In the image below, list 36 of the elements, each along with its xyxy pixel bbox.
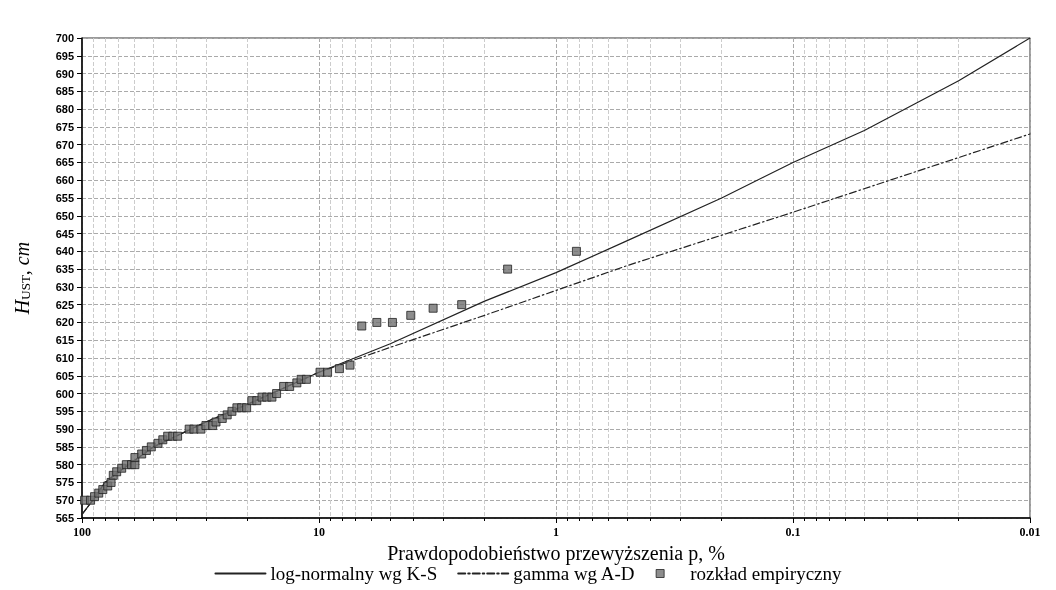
y-tick-label: 580 <box>55 458 74 471</box>
y-tick-label: 600 <box>55 387 74 400</box>
y-tick-label: 640 <box>55 245 74 258</box>
y-tick-label: 630 <box>55 280 74 293</box>
legend-label: log-normalny wg K-S <box>270 563 438 584</box>
y-tick-label: 620 <box>55 316 74 329</box>
y-tick-label: 645 <box>55 227 74 240</box>
x-tick-label: 0.1 <box>785 525 801 539</box>
y-tick-label: 595 <box>55 405 74 418</box>
y-tick-label: 650 <box>55 209 74 222</box>
y-tick-label: 575 <box>55 476 74 489</box>
y-tick-label: 570 <box>55 494 74 507</box>
y-tick-label: 585 <box>55 440 74 453</box>
y-tick-label: 660 <box>55 174 74 187</box>
x-tick-label: 0.01 <box>1019 525 1041 539</box>
y-tick-label: 590 <box>55 423 74 436</box>
y-tick-label: 565 <box>55 512 74 524</box>
y-tick-label: 675 <box>55 120 74 133</box>
x-tick-label: 100 <box>73 525 91 539</box>
y-tick-label: 680 <box>55 103 74 116</box>
x-axis-title: Prawdopodobieństwo przewyższenia p, % <box>387 541 725 565</box>
y-tick-label: 690 <box>55 67 74 80</box>
y-tick-label: 670 <box>55 138 74 151</box>
y-tick-label: 625 <box>55 298 74 311</box>
y-tick-label: 700 <box>55 32 74 44</box>
y-tick-label: 605 <box>55 369 74 382</box>
y-tick-label: 610 <box>55 352 74 364</box>
x-tick-label: 10 <box>313 525 325 539</box>
y-tick-label: 665 <box>55 156 74 169</box>
y-tick-label: 685 <box>55 85 74 98</box>
y-tick-label: 695 <box>55 49 74 62</box>
y-axis-title: HUST, cm <box>10 241 33 316</box>
y-tick-label: 635 <box>55 263 74 276</box>
y-tick-label: 615 <box>55 334 74 347</box>
x-tick-label: 1 <box>553 525 559 539</box>
y-tick-label: 655 <box>55 192 74 204</box>
